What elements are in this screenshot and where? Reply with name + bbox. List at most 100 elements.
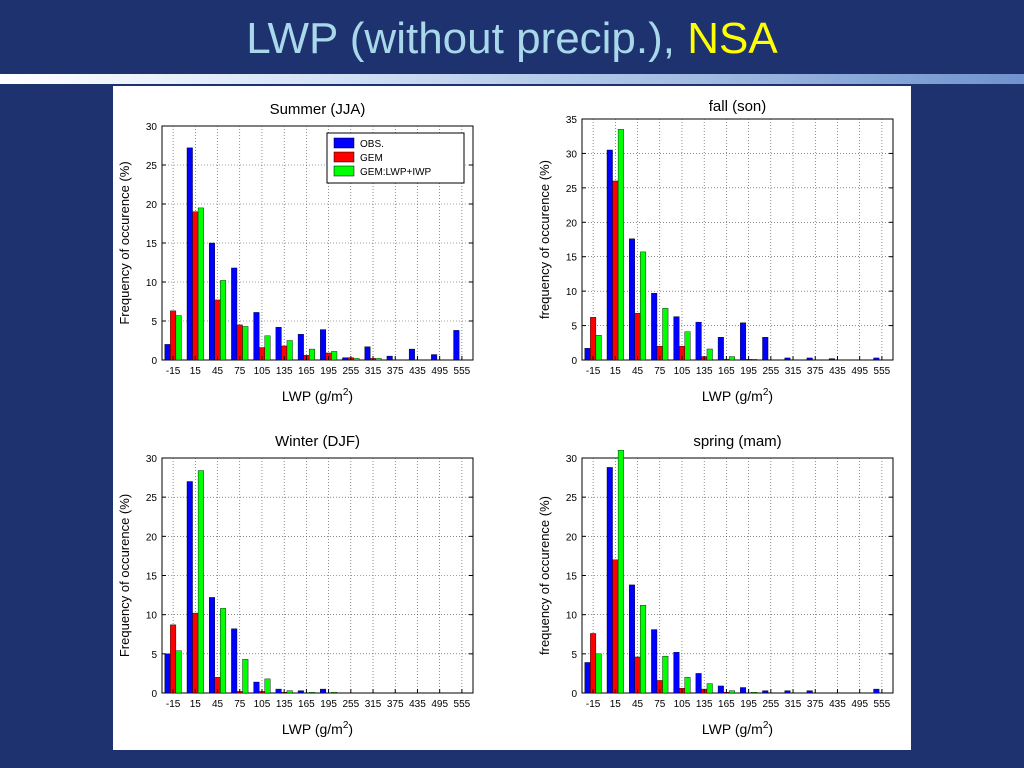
bar-3-255	[353, 358, 360, 361]
x-tick-label: 435	[829, 366, 846, 377]
x-tick-label: 555	[874, 699, 891, 710]
y-tick-label: 5	[151, 650, 157, 661]
y-tick-label: 30	[146, 122, 158, 133]
bar-1-555	[453, 330, 460, 361]
x-tick-label: 135	[276, 699, 293, 710]
x-tick-label: 315	[365, 699, 382, 710]
bar-1-45	[629, 238, 635, 361]
bar-1-375	[806, 357, 813, 361]
slide-title-accent: NSA	[687, 14, 778, 63]
figure-panel: 0 5 10 15 20 25 30 -15 15 45 75 105 135 165 195 255 315 3…	[113, 86, 911, 750]
x-tick-label: 435	[829, 699, 846, 710]
bar-1-555	[873, 357, 880, 361]
bar-3--15	[175, 315, 182, 361]
x-axis-label: LWP (g/m2)	[702, 720, 773, 737]
legend: OBS. GEM GEM:LWP+IWP	[326, 132, 465, 184]
bar-1-195	[740, 687, 747, 694]
y-tick-label: 35	[566, 115, 578, 126]
bar-1-135	[695, 321, 702, 361]
x-tick-label: 375	[387, 699, 404, 710]
bar-3-195	[751, 359, 758, 361]
x-tick-label: 75	[234, 699, 246, 710]
x-tick-label: 315	[785, 699, 802, 710]
bar-2-15	[612, 180, 619, 361]
bar-1-105	[673, 652, 680, 694]
bar-3-165	[728, 690, 735, 694]
bar-2--15	[590, 633, 597, 694]
chart-panel-4: 0 5 10 15 20 25 30 -15 15 45 75 105 135 165 195 255 315 3…	[537, 433, 894, 737]
y-tick-label: 25	[146, 493, 158, 504]
x-tick-label: 375	[807, 699, 824, 710]
x-tick-label: 15	[610, 699, 622, 710]
bar-1-135	[695, 673, 702, 694]
y-axis-label: frequency of occurence (%)	[537, 496, 552, 655]
bar-1-15	[606, 467, 613, 694]
bar-1-75	[651, 293, 658, 361]
y-tick-label: 0	[151, 356, 157, 367]
x-tick-label: 105	[254, 366, 271, 377]
y-axis-label: Frequency of occurence (%)	[117, 161, 132, 324]
x-tick-label: 165	[718, 699, 735, 710]
bar-2-75	[236, 324, 243, 361]
bar-2--15	[170, 310, 177, 361]
bar-1-315	[784, 357, 791, 361]
x-tick-label: 165	[718, 366, 735, 377]
bar-3-45	[640, 251, 647, 361]
y-tick-label: 10	[146, 278, 158, 289]
bar-1-435	[828, 358, 835, 361]
x-tick-label: 75	[654, 366, 666, 377]
bar-3-45	[220, 608, 227, 694]
x-tick-label: 495	[431, 699, 448, 710]
bar-1-375	[386, 355, 393, 361]
bar-1-255	[762, 337, 769, 361]
bar-3-135	[706, 683, 713, 694]
bar-3-165	[308, 692, 315, 694]
bar-2--15	[170, 624, 177, 694]
bar-3-195	[751, 692, 758, 694]
bar-1-45	[629, 584, 635, 694]
x-tick-label: 135	[276, 366, 293, 377]
bar-1--15	[164, 653, 171, 694]
x-tick-label: 375	[807, 366, 824, 377]
bar-2-45	[634, 656, 641, 694]
x-tick-label: -15	[166, 366, 181, 377]
y-tick-label: 10	[566, 611, 578, 622]
y-axis-label: frequency of occurence (%)	[537, 160, 552, 319]
y-tick-label: 10	[566, 287, 578, 298]
bar-1-195	[320, 688, 327, 694]
y-tick-label: 15	[566, 572, 578, 583]
bar-1-45	[209, 242, 215, 361]
bar-3-75	[662, 655, 669, 694]
x-tick-label: 15	[190, 699, 202, 710]
bar-1-255	[762, 690, 769, 694]
y-tick-label: 25	[566, 493, 578, 504]
y-axis-label: Frequency of occurence (%)	[117, 494, 132, 657]
bar-1-315	[784, 690, 791, 694]
bar-3-15	[197, 207, 204, 361]
x-axis-label: LWP (g/m2)	[282, 387, 353, 404]
y-tick-label: 5	[151, 317, 157, 328]
bar-3-165	[308, 348, 315, 361]
bar-3-315	[375, 358, 382, 361]
bar-2-15	[612, 559, 619, 694]
bar-1--15	[584, 348, 591, 361]
x-tick-label: 75	[234, 366, 246, 377]
x-tick-label: 255	[342, 699, 359, 710]
x-tick-label: 105	[674, 366, 691, 377]
x-tick-label: 375	[387, 366, 404, 377]
x-tick-label: 195	[740, 699, 757, 710]
x-tick-label: 45	[212, 366, 224, 377]
x-tick-label: 15	[610, 366, 622, 377]
x-tick-label: 15	[190, 366, 202, 377]
legend-label: GEM:LWP+IWP	[360, 167, 432, 178]
bar-1-135	[275, 327, 282, 361]
bar-3-135	[286, 690, 293, 694]
y-tick-label: 10	[146, 611, 158, 622]
bar-1-15	[186, 147, 193, 361]
chart-panel-3: 0 5 10 15 20 25 30 -15 15 45 75 105 135 165 195 255 315 3…	[117, 433, 474, 737]
slide-title-main: LWP (without precip.),	[246, 14, 676, 63]
bar-2-45	[634, 312, 641, 361]
bar-3-105	[684, 331, 691, 361]
x-axis-label: LWP (g/m2)	[282, 720, 353, 737]
